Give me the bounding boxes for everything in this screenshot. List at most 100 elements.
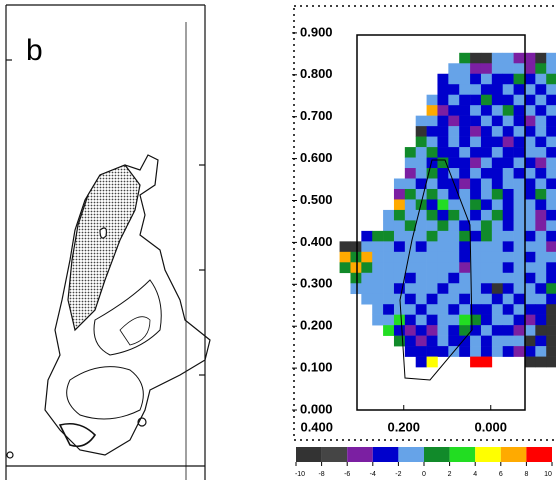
cell [361,241,373,253]
cell [524,199,536,211]
cell [470,136,482,148]
cell [448,304,460,315]
cell [546,209,556,221]
cell [448,199,460,211]
cell [470,52,482,64]
cell [502,126,514,137]
cell [513,115,525,127]
cell [393,241,406,253]
cell [524,220,536,232]
cell [513,251,525,263]
cell [546,63,556,75]
cell [513,346,525,357]
cell [437,220,449,232]
cell [459,188,471,200]
cell [502,199,514,211]
cell [470,262,482,274]
cell [502,73,514,85]
cell [393,325,406,336]
cell [361,262,373,274]
cell [350,262,362,274]
cell [502,251,514,263]
cell [415,157,427,169]
cell [459,52,471,64]
cell [415,314,427,326]
cell [546,262,556,274]
cell [491,335,504,347]
cell [513,314,525,326]
cell [459,241,471,253]
cell [350,241,362,253]
cell [535,188,547,200]
cell [502,105,514,116]
colorbar-label: -10 [295,471,305,478]
cell [470,304,482,315]
cell [524,356,536,368]
cell [524,94,536,106]
cell [546,304,556,315]
cell [426,283,438,295]
cell [339,241,351,253]
cell [448,209,460,221]
cell [546,105,556,116]
cell [372,230,384,242]
cell [480,94,493,106]
cell [524,283,536,295]
cell [513,94,525,106]
cell [524,346,536,357]
cell [459,262,471,274]
cell [415,325,427,336]
cell [383,293,395,305]
cell [491,178,504,190]
cell [448,230,460,242]
cell [502,136,514,148]
cell [415,251,427,263]
cell [535,147,547,158]
cell [415,136,427,148]
cell [393,314,406,326]
cell [383,230,395,242]
cell [459,136,471,148]
cell [502,314,514,326]
cell [535,356,547,368]
cell [546,325,556,336]
cell [437,209,449,221]
cell [339,262,351,274]
colorbar-label: 4 [473,471,477,478]
cell [491,136,504,148]
cell [470,147,482,158]
cell [480,314,493,326]
cell [426,314,438,326]
cell [480,272,493,284]
cell [491,314,504,326]
cell [459,94,471,106]
cell [350,251,362,263]
cell [426,335,438,347]
cell [459,73,471,85]
cell [448,73,460,85]
cell [426,136,438,148]
cell [513,126,525,137]
cell [546,272,556,284]
cell [415,241,427,253]
cell [448,335,460,347]
cell [513,168,525,179]
cell [513,272,525,284]
cell [404,230,417,242]
cell [393,188,406,200]
cell [524,115,536,127]
cell [437,304,449,315]
cell [437,94,449,106]
cell [470,63,482,75]
cell [437,126,449,137]
cell [437,230,449,242]
cell [448,188,460,200]
cell [393,283,406,295]
cell [459,314,471,326]
cell [480,241,493,253]
cell [404,304,417,315]
cell [459,335,471,347]
colorbar-label: 6 [499,471,503,478]
cell [491,230,504,242]
